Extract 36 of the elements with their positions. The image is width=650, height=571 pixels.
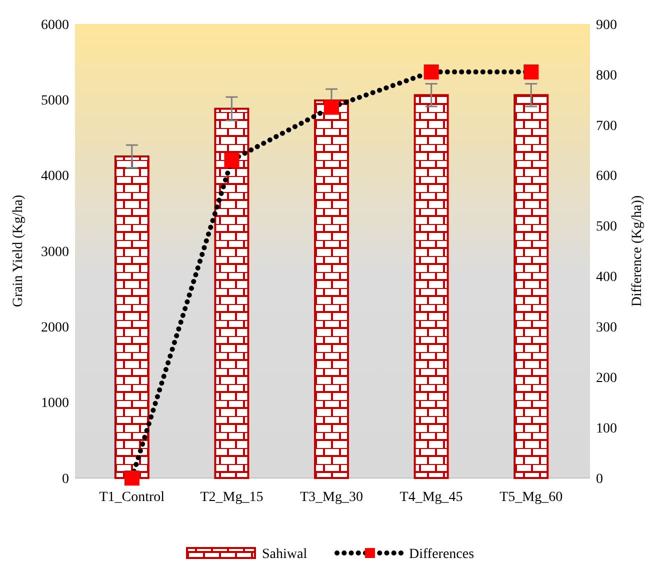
y2-tick-label: 200 (596, 371, 617, 386)
x-tick-label: T1_Control (99, 490, 165, 505)
bar (514, 94, 549, 479)
legend-label: Differences (409, 546, 474, 562)
point (424, 64, 439, 80)
y2-axis-title: Difference (Kg/ha)) (630, 195, 645, 307)
point (324, 100, 339, 115)
x-tick-label: T2_Mg_15 (200, 490, 264, 505)
y-tick-label: 0 (62, 472, 69, 487)
y-axis-title: Grain Yield (Kg/ha) (11, 194, 26, 308)
point (124, 470, 140, 486)
y-tick-label: 4000 (41, 169, 69, 184)
y2-tick-label: 900 (596, 18, 617, 33)
y-tick-label: 1000 (41, 396, 69, 412)
y2-tick-label: 800 (596, 68, 617, 84)
bar (414, 94, 449, 479)
y2-tick-label: 700 (596, 118, 617, 134)
y2-tick-label: 100 (596, 421, 617, 436)
bar (114, 155, 150, 479)
y2-tick-label: 400 (596, 270, 617, 286)
y2-tick-label: 500 (596, 220, 617, 235)
bar (214, 108, 250, 479)
y-tick-label: 2000 (41, 320, 69, 336)
y2-tick-label: 300 (596, 320, 617, 336)
point (524, 64, 539, 80)
point (224, 152, 240, 168)
x-tick-label: T4_Mg_45 (400, 490, 463, 505)
y-tick-label: 6000 (41, 18, 69, 33)
bar (314, 99, 349, 479)
x-tick-label: T5_Mg_60 (500, 490, 563, 505)
legend-label: Sahiwal (262, 546, 308, 562)
x-tick-label: T3_Mg_30 (300, 490, 363, 505)
y2-tick-label: 0 (596, 472, 603, 487)
y2-tick-label: 600 (596, 169, 617, 184)
y-tick-label: 3000 (41, 244, 69, 260)
y-tick-label: 5000 (41, 94, 69, 109)
